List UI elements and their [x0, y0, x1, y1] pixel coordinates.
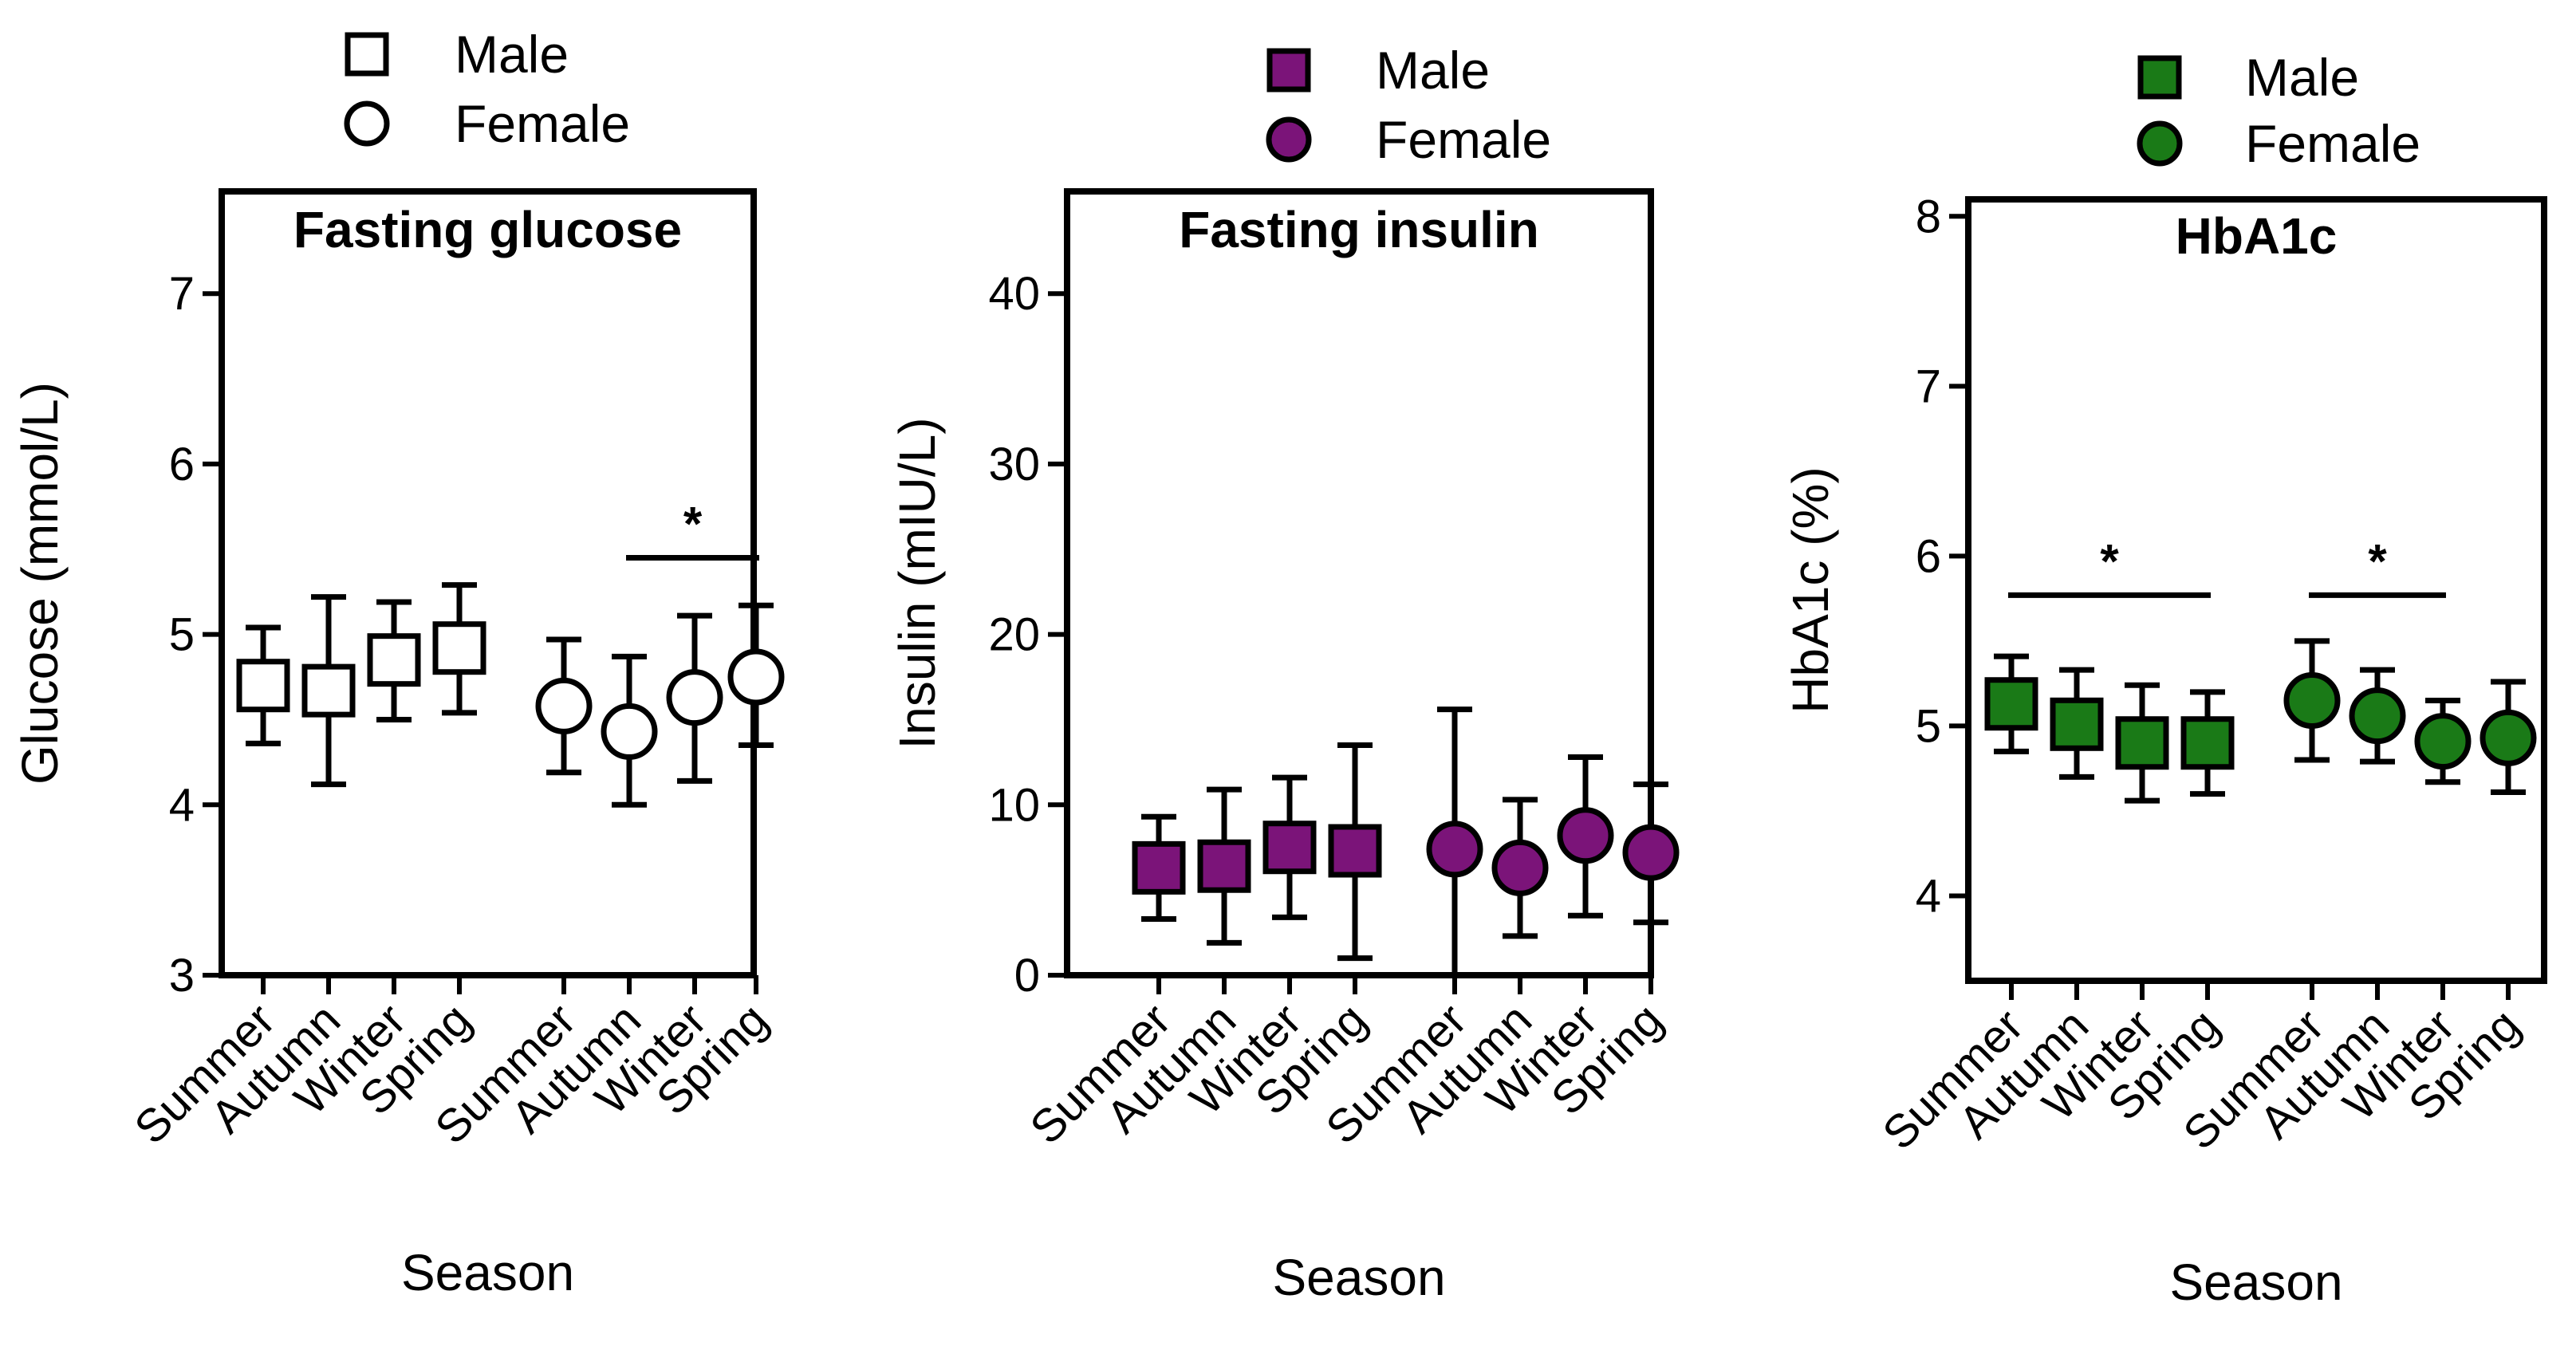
data-point-female: [2283, 671, 2341, 729]
significance-label: *: [683, 497, 703, 550]
chart-title: Fasting glucose: [293, 201, 682, 258]
x-axis-label: Season: [2169, 1254, 2342, 1311]
significance-label: *: [2368, 534, 2387, 588]
data-point-female: [1426, 821, 1483, 878]
data-point-male: [1262, 821, 1317, 875]
data-point-female: [666, 669, 723, 726]
data-point-male: [432, 621, 486, 675]
y-tick-label: 20: [988, 609, 1040, 661]
y-tick-label: 4: [1916, 870, 1941, 922]
data-point-female: [1622, 824, 1680, 881]
data-point-male: [1197, 839, 1251, 893]
legend-label: Female: [455, 94, 630, 153]
data-point-female: [535, 677, 593, 734]
y-axis-label: Glucose (mmol/L): [11, 382, 69, 785]
y-tick-label: 6: [1916, 530, 1941, 582]
y-tick-label: 5: [169, 609, 195, 661]
data-point-male: [1328, 824, 1382, 878]
data-point-female: [727, 648, 785, 706]
legend-marker-square: [1266, 48, 1311, 92]
legend: Male Female: [1266, 41, 1551, 169]
plot-frame: [219, 188, 757, 978]
significance-label: *: [2100, 534, 2119, 588]
data-point-female: [1491, 839, 1549, 896]
data-point-female: [2349, 687, 2406, 745]
legend-marker-circle: [2137, 120, 2183, 167]
y-tick-label: 10: [988, 779, 1040, 831]
data-point-female: [2414, 713, 2472, 770]
legend-label: Male: [455, 25, 569, 84]
data-point-female: [1557, 807, 1614, 864]
x-axis-label: Season: [1272, 1249, 1445, 1306]
chart-title: HbA1c: [2176, 207, 2338, 265]
legend-marker-square: [345, 32, 389, 77]
data-point-male: [301, 663, 356, 718]
legend-marker-circle: [344, 100, 390, 147]
y-tick-label: 6: [169, 439, 195, 490]
legend-label: Female: [2245, 114, 2420, 173]
legend: Male Female: [344, 25, 630, 153]
chart-panel-2: 0 10 20 30 40 Insulin (mIU/L) Fasting insulin S…: [888, 41, 1680, 1306]
y-tick-label: 30: [988, 439, 1040, 490]
data-point-male: [2115, 716, 2169, 770]
data-point-male: [2050, 697, 2104, 751]
legend-marker-circle: [1266, 116, 1312, 163]
chart-title: Fasting insulin: [1179, 201, 1539, 258]
y-tick-label: 5: [1916, 700, 1941, 752]
legend-label: Male: [1376, 41, 1490, 100]
x-axis-label: Season: [401, 1244, 574, 1301]
y-tick-label: 0: [1014, 950, 1040, 1002]
data-point-male: [367, 633, 421, 687]
y-tick-label: 7: [169, 268, 195, 320]
y-tick-label: 4: [169, 779, 195, 831]
y-axis-label: Insulin (mIU/L): [888, 417, 946, 749]
legend: Male Female: [2137, 48, 2420, 173]
data-point-male: [2180, 716, 2235, 770]
legend-label: Male: [2245, 48, 2359, 107]
plot-frame: [1064, 188, 1654, 978]
y-tick-label: 40: [988, 268, 1040, 320]
data-point-male: [1132, 840, 1186, 895]
y-tick-label: 8: [1916, 191, 1941, 242]
plot-frame: [1965, 196, 2547, 984]
legend-marker-square: [2137, 55, 2182, 100]
data-point-male: [236, 659, 290, 713]
y-tick-label: 3: [169, 950, 195, 1002]
legend-label: Female: [1376, 110, 1551, 169]
data-point-male: [1984, 677, 2038, 731]
y-axis-label: HbA1c (%): [1782, 466, 1839, 713]
y-tick-label: 7: [1916, 360, 1941, 412]
data-point-female: [2479, 709, 2537, 766]
data-point-female: [601, 703, 658, 760]
